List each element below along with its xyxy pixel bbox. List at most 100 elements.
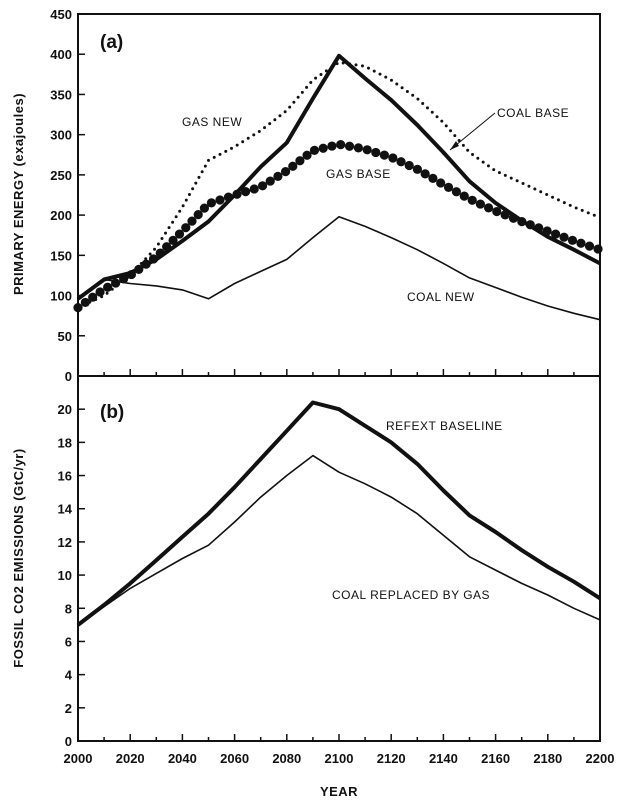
series-gas-base-point bbox=[336, 140, 345, 149]
x-tick-label: 2000 bbox=[64, 751, 93, 766]
annotation-coal-replaced-by-gas: COAL REPLACED BY GAS bbox=[332, 588, 490, 602]
x-tick-label: 2180 bbox=[533, 751, 562, 766]
panel-b-y-tick-label: 6 bbox=[65, 634, 72, 649]
panel-a-frame bbox=[78, 14, 600, 376]
series-gas-base-point bbox=[224, 192, 233, 201]
panel-a-series bbox=[73, 56, 602, 320]
x-tick-label: 2120 bbox=[377, 751, 406, 766]
panel-a-y-tick-label: 100 bbox=[50, 289, 72, 304]
x-axis-label: YEAR bbox=[320, 784, 358, 799]
panel-a-y-tick-label: 200 bbox=[50, 208, 72, 223]
series-gas-base-point bbox=[551, 229, 560, 238]
series-gas-base-point bbox=[241, 187, 250, 196]
series-gas-base-point bbox=[428, 174, 437, 183]
series-gas-base-point bbox=[501, 210, 510, 219]
annotation-coal-base-arrowhead bbox=[450, 141, 459, 150]
series-gas-base-point bbox=[559, 233, 568, 242]
panel-a-y-tick-label: 50 bbox=[58, 329, 72, 344]
panel-a-y-tick-label: 450 bbox=[50, 7, 72, 22]
panel-a-y-tick-label: 0 bbox=[65, 369, 72, 384]
panel-b-y-tick-label: 8 bbox=[65, 601, 72, 616]
panel-b-y-tick-label: 16 bbox=[58, 469, 72, 484]
series-gas-base-point bbox=[468, 196, 477, 205]
annotation-coal-base: COAL BASE bbox=[497, 106, 569, 120]
panel-b-y-tick-label: 18 bbox=[58, 435, 72, 450]
series-gas-base-point bbox=[207, 198, 216, 207]
panel-a-y-tick-label: 300 bbox=[50, 128, 72, 143]
panel-b-y-tick-label: 2 bbox=[65, 701, 72, 716]
series-gas-base-point bbox=[534, 223, 543, 232]
panel-b-y-tick-label: 4 bbox=[65, 668, 73, 683]
panel-a-y-tick-label: 150 bbox=[50, 248, 72, 263]
series-gas-base-point bbox=[215, 195, 224, 204]
series-gas-base-point bbox=[436, 178, 445, 187]
panel-b-y-tick-label: 14 bbox=[58, 502, 73, 517]
series-gas-base-point bbox=[576, 239, 585, 248]
series-gas-base-point bbox=[345, 142, 354, 151]
annotation-gas-new: GAS NEW bbox=[182, 115, 242, 129]
series-gas-base-point bbox=[413, 165, 422, 174]
x-tick-label: 2200 bbox=[586, 751, 615, 766]
series-gas-base bbox=[73, 140, 602, 312]
series-gas-base-point bbox=[103, 283, 112, 292]
series-gas-base-point bbox=[310, 146, 319, 155]
series-gas-base-point bbox=[354, 143, 363, 152]
series-gas-base-point bbox=[593, 244, 602, 253]
annotation-refext-baseline: REFEXT BASELINE bbox=[386, 419, 503, 433]
series-gas-base-point bbox=[266, 176, 275, 185]
panel-a-y-tick-label: 400 bbox=[50, 47, 72, 62]
series-gas-base-point bbox=[543, 226, 552, 235]
panel-b-y-tick-label: 10 bbox=[58, 568, 72, 583]
panel-b-ticks: 0 2 4 6 8 10 12 14 16 18 20 2000 2020 2040 2060 2080 210… bbox=[58, 402, 615, 766]
series-coal-new-line bbox=[78, 217, 600, 320]
series-gas-base-point bbox=[460, 192, 469, 201]
panel-b-emissions: 0 2 4 6 8 10 12 14 16 18 20 2000 2020 2040 2060 2080 210… bbox=[11, 376, 614, 799]
series-gas-base-point bbox=[250, 184, 259, 193]
series-gas-base-point bbox=[526, 220, 535, 229]
x-tick-label: 2040 bbox=[168, 751, 197, 766]
series-gas-base-point bbox=[232, 190, 241, 199]
series-gas-new-line bbox=[78, 62, 600, 307]
panel-b-y-tick-label: 12 bbox=[58, 535, 72, 550]
panel-b-y-tick-label: 0 bbox=[65, 734, 72, 749]
x-tick-label: 2060 bbox=[220, 751, 249, 766]
series-gas-base-point bbox=[396, 157, 405, 166]
series-gas-base-point bbox=[319, 144, 328, 153]
series-gas-base-point bbox=[585, 242, 594, 251]
x-tick-label: 2140 bbox=[429, 751, 458, 766]
series-gas-base-point bbox=[509, 214, 518, 223]
series-gas-base-point bbox=[476, 199, 485, 208]
series-gas-base-point bbox=[95, 287, 104, 296]
x-tick-label: 2020 bbox=[116, 751, 145, 766]
series-gas-base-point bbox=[327, 141, 336, 150]
series-gas-base-point bbox=[363, 145, 372, 154]
panel-a-energy: 0 50 100 150 200 250 300 350 400 450 (a) PRIMARY … bbox=[11, 7, 603, 384]
series-gas-base-point bbox=[273, 172, 282, 181]
series-gas-base-point bbox=[421, 169, 430, 178]
series-gas-base-point bbox=[492, 207, 501, 216]
series-gas-base-point bbox=[380, 150, 389, 159]
series-gas-base-point bbox=[258, 181, 267, 190]
panel-a-label: (a) bbox=[100, 32, 123, 53]
annotation-gas-base: GAS BASE bbox=[326, 167, 391, 181]
x-tick-label: 2100 bbox=[325, 751, 354, 766]
series-gas-base-point bbox=[388, 153, 397, 162]
panel-b-y-axis-label: FOSSIL CO2 EMISSIONS (GtC/yr) bbox=[11, 448, 26, 667]
series-gas-base-point bbox=[484, 203, 493, 212]
series-gas-base-point bbox=[371, 148, 380, 157]
panel-a-y-tick-label: 350 bbox=[50, 87, 72, 102]
panel-a-ticks: 0 50 100 150 200 250 300 350 400 450 bbox=[50, 7, 600, 384]
panel-b-label: (b) bbox=[100, 402, 124, 423]
x-tick-label: 2080 bbox=[272, 751, 301, 766]
panel-a-y-axis-label: PRIMARY ENERGY (exajoules) bbox=[11, 93, 26, 295]
series-gas-base-point bbox=[405, 161, 414, 170]
x-tick-label: 2160 bbox=[481, 751, 510, 766]
series-gas-base-point bbox=[568, 236, 577, 245]
series-gas-base-point bbox=[444, 183, 453, 192]
annotation-coal-new: COAL NEW bbox=[407, 290, 475, 304]
series-gas-base-point bbox=[517, 217, 526, 226]
panel-a-y-tick-label: 250 bbox=[50, 168, 72, 183]
series-gas-base-point bbox=[452, 187, 461, 196]
panel-b-y-tick-label: 20 bbox=[58, 402, 72, 417]
